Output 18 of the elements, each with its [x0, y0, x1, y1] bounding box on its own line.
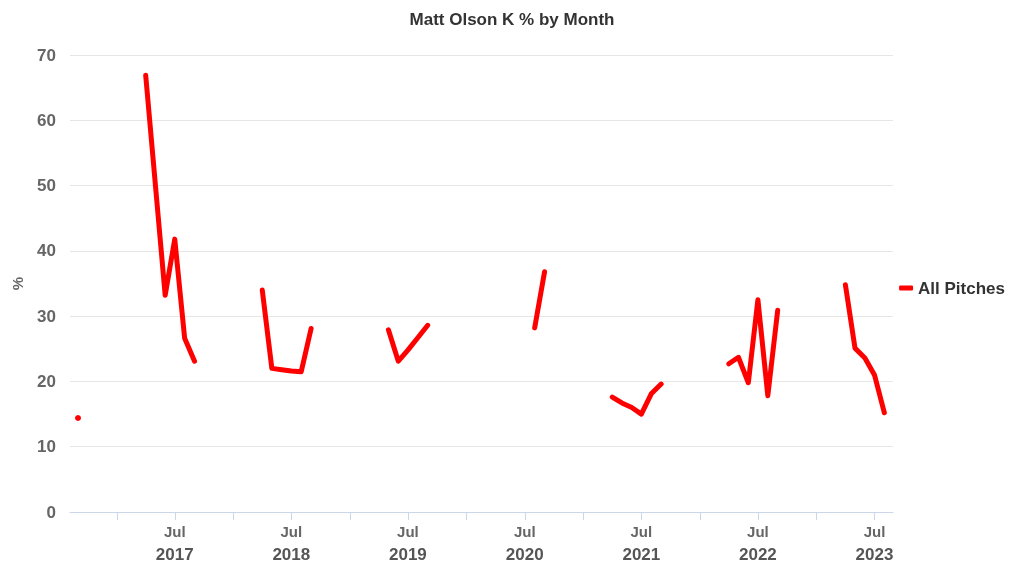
- x-tick-label: Jul 2019: [388, 522, 427, 564]
- x-tick-label: Jul 2023: [855, 522, 894, 564]
- x-tick-label: Jul 2018: [272, 522, 311, 564]
- y-tick-label: 10: [37, 437, 56, 457]
- x-tick-label: Jul 2021: [622, 522, 661, 564]
- y-tick-label: 0: [46, 502, 56, 522]
- y-tick-label: 50: [37, 176, 56, 196]
- chart-title: Matt Olson K % by Month: [409, 10, 615, 29]
- y-tick-label: 20: [37, 371, 56, 391]
- y-tick-label: 70: [37, 45, 56, 65]
- y-axis-title: %: [9, 276, 26, 291]
- y-tick-label: 40: [37, 241, 56, 261]
- y-tick-label: 60: [37, 110, 56, 130]
- x-tick-label: Jul 2022: [739, 522, 777, 564]
- legend-label: All Pitches: [918, 278, 1005, 298]
- x-tick-label: Jul 2020: [505, 522, 544, 564]
- y-tick-label: 30: [37, 306, 56, 326]
- x-tick-label: Jul 2017: [155, 522, 194, 564]
